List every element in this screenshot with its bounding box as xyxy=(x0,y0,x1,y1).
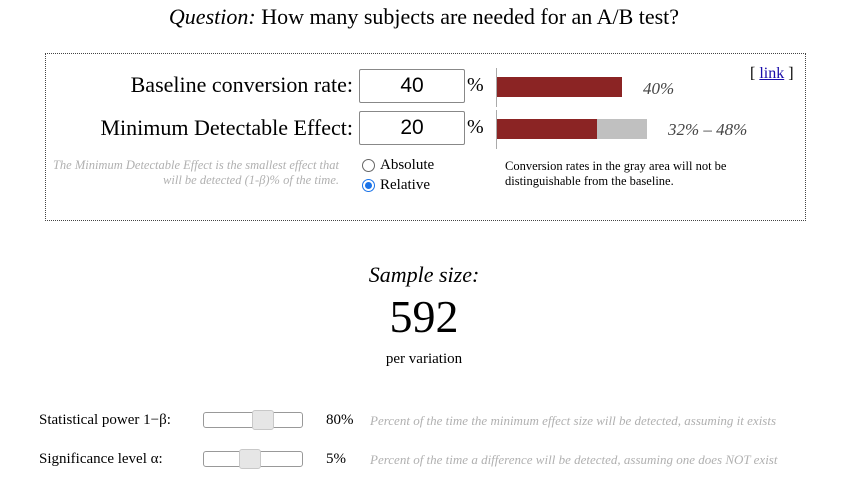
significance-label: Significance level α: xyxy=(39,451,163,467)
baseline-bar-axis xyxy=(496,68,497,107)
baseline-bar xyxy=(497,77,622,97)
power-value: 80% xyxy=(326,412,354,428)
relative-radio[interactable] xyxy=(362,179,375,192)
mde-label: Minimum Detectable Effect: xyxy=(100,115,353,140)
link-open-bracket: [ xyxy=(750,65,756,82)
sample-size-label: Sample size: xyxy=(368,262,480,287)
input-panel: Baseline conversion rate: % 40% [ link ]… xyxy=(45,53,806,221)
option-relative[interactable]: Relative xyxy=(362,177,430,194)
mde-explanation: The Minimum Detectable Effect is the sma… xyxy=(52,158,339,187)
mde-bar-axis xyxy=(496,110,497,149)
significance-value: 5% xyxy=(326,451,346,467)
significance-slider-thumb[interactable] xyxy=(239,449,261,469)
significance-description: Percent of the time a difference will be… xyxy=(370,452,778,467)
baseline-input[interactable] xyxy=(359,69,465,103)
baseline-label: Baseline conversion rate: xyxy=(130,72,353,97)
link-wrapper: [ link ] xyxy=(750,65,794,83)
relative-label: Relative xyxy=(380,177,430,193)
mde-percent-sign: % xyxy=(467,116,484,138)
sample-size-value: 592 xyxy=(389,291,459,342)
title-text: How many subjects are needed for an A/B … xyxy=(261,4,680,29)
link-close-bracket: ] xyxy=(788,65,794,82)
power-description: Percent of the time the minimum effect s… xyxy=(370,413,777,428)
baseline-percent-sign: % xyxy=(467,74,484,96)
baseline-bar-label: 40% xyxy=(643,79,675,98)
power-slider-thumb[interactable] xyxy=(252,410,274,430)
mde-range-label: 32% – 48% xyxy=(668,120,748,139)
mde-bar-low xyxy=(497,119,597,139)
title-prefix: Question: xyxy=(168,4,256,29)
significance-slider[interactable] xyxy=(203,449,303,469)
absolute-radio[interactable] xyxy=(362,159,375,172)
option-absolute[interactable]: Absolute xyxy=(362,157,434,174)
absolute-label: Absolute xyxy=(380,157,435,173)
page-title: Question: How many subjects are needed f… xyxy=(0,4,848,30)
mde-bar-indistinguishable xyxy=(596,119,647,139)
sample-size-unit: per variation xyxy=(385,351,463,367)
mde-input[interactable] xyxy=(359,111,465,145)
gray-area-note: Conversion rates in the gray area will n… xyxy=(505,159,727,188)
power-label: Statistical power 1−β: xyxy=(39,412,171,428)
permalink-link[interactable]: link xyxy=(759,65,785,82)
power-slider[interactable] xyxy=(203,410,303,430)
